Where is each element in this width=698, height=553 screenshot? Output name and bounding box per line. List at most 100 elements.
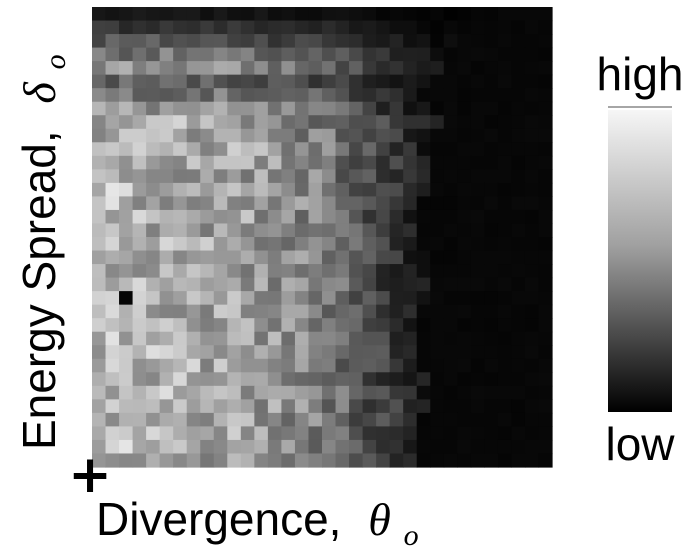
heatmap-cell bbox=[389, 61, 404, 76]
heatmap-cell bbox=[416, 61, 431, 76]
heatmap-cell bbox=[146, 426, 161, 441]
heatmap-cell bbox=[524, 399, 540, 414]
heatmap-cell bbox=[200, 209, 215, 225]
heatmap-cell bbox=[511, 7, 526, 22]
heatmap-cell bbox=[322, 20, 337, 35]
heatmap-cell bbox=[254, 61, 269, 76]
heatmap-cell bbox=[119, 7, 134, 22]
heatmap-cell bbox=[376, 155, 391, 170]
heatmap-cell bbox=[349, 88, 364, 103]
heatmap-cell bbox=[443, 101, 458, 116]
heatmap-cell bbox=[497, 250, 513, 265]
heatmap-cell bbox=[159, 155, 174, 170]
heatmap-cell bbox=[227, 331, 242, 346]
heatmap-cell bbox=[322, 7, 337, 22]
heatmap-cell bbox=[403, 223, 418, 238]
heatmap-cell bbox=[240, 47, 255, 62]
heatmap-cell bbox=[146, 264, 161, 279]
heatmap-cell bbox=[443, 291, 458, 306]
heatmap-cell bbox=[132, 155, 147, 170]
heatmap-cell bbox=[92, 399, 107, 414]
heatmap-cell bbox=[105, 304, 120, 319]
heatmap-cell bbox=[457, 412, 472, 428]
heatmap-cell bbox=[524, 47, 540, 62]
heatmap-cell bbox=[322, 399, 337, 414]
heatmap-cell bbox=[403, 304, 418, 319]
heatmap-cell bbox=[497, 128, 513, 143]
heatmap-cell bbox=[119, 385, 134, 400]
heatmap-cell bbox=[376, 453, 391, 468]
heatmap-cell bbox=[322, 358, 337, 373]
heatmap-cell bbox=[470, 74, 485, 89]
heatmap-cell bbox=[389, 34, 404, 49]
heatmap-cell bbox=[416, 155, 431, 170]
heatmap-cell bbox=[416, 101, 431, 116]
heatmap-cell bbox=[538, 237, 553, 252]
heatmap-cell bbox=[497, 182, 513, 198]
heatmap-cell bbox=[524, 142, 540, 157]
heatmap-cell bbox=[335, 47, 350, 62]
heatmap-cell bbox=[322, 453, 337, 468]
heatmap-cell bbox=[308, 237, 323, 252]
heatmap-cell bbox=[511, 264, 526, 279]
heatmap-cell bbox=[497, 88, 513, 103]
heatmap-cell bbox=[538, 128, 553, 143]
heatmap-cell bbox=[227, 426, 242, 441]
heatmap-cell bbox=[308, 115, 323, 130]
heatmap-cell bbox=[376, 196, 391, 211]
heatmap-cell bbox=[92, 358, 107, 373]
heatmap-cell bbox=[200, 88, 215, 103]
heatmap-cell bbox=[308, 101, 323, 116]
heatmap-cell bbox=[186, 74, 201, 89]
heatmap-cell bbox=[173, 372, 188, 387]
heatmap-cell bbox=[470, 47, 485, 62]
heatmap-cell bbox=[254, 304, 269, 319]
heatmap-cell bbox=[186, 372, 201, 387]
heatmap-cell bbox=[389, 291, 404, 306]
heatmap-cell bbox=[119, 115, 134, 130]
heatmap-cell bbox=[322, 182, 337, 198]
heatmap-cell bbox=[173, 331, 188, 346]
heatmap-cell bbox=[362, 304, 377, 319]
heatmap-cell bbox=[322, 250, 337, 265]
heatmap-cell bbox=[362, 155, 377, 170]
heatmap-cell bbox=[146, 318, 161, 333]
heatmap-cell bbox=[497, 20, 513, 35]
heatmap-cell bbox=[416, 277, 431, 292]
heatmap-cell bbox=[349, 277, 364, 292]
heatmap-cell bbox=[362, 331, 377, 346]
heatmap-cell bbox=[92, 74, 107, 89]
heatmap-cell bbox=[322, 209, 337, 225]
heatmap-cell bbox=[132, 74, 147, 89]
heatmap-cell bbox=[173, 453, 188, 468]
heatmap-cell bbox=[159, 61, 174, 76]
heatmap-cell bbox=[186, 264, 201, 279]
heatmap-cell bbox=[146, 20, 161, 35]
heatmap-cell bbox=[538, 358, 553, 373]
heatmap-cell bbox=[105, 385, 120, 400]
heatmap-cell bbox=[308, 439, 323, 455]
heatmap-cell bbox=[457, 182, 472, 198]
heatmap-cell bbox=[376, 304, 391, 319]
heatmap-cell bbox=[132, 169, 147, 184]
heatmap-cell bbox=[267, 345, 283, 360]
heatmap-cell bbox=[322, 88, 337, 103]
heatmap-cell bbox=[173, 74, 188, 89]
heatmap-cell bbox=[470, 372, 485, 387]
heatmap-cell bbox=[294, 453, 310, 468]
heatmap-cell bbox=[186, 101, 201, 116]
heatmap-cell bbox=[227, 264, 242, 279]
heatmap-cell bbox=[159, 372, 174, 387]
heatmap-cell bbox=[227, 237, 242, 252]
heatmap-cell bbox=[538, 250, 553, 265]
heatmap-cell bbox=[484, 74, 499, 89]
heatmap-cell bbox=[132, 358, 147, 373]
heatmap-cell bbox=[105, 291, 120, 306]
heatmap-cell bbox=[200, 196, 215, 211]
heatmap-cell bbox=[213, 412, 228, 428]
heatmap-cell bbox=[159, 128, 174, 143]
heatmap-cell bbox=[105, 399, 120, 414]
heatmap-cell bbox=[524, 291, 540, 306]
heatmap-cell bbox=[281, 237, 296, 252]
heatmap-cell bbox=[443, 304, 458, 319]
